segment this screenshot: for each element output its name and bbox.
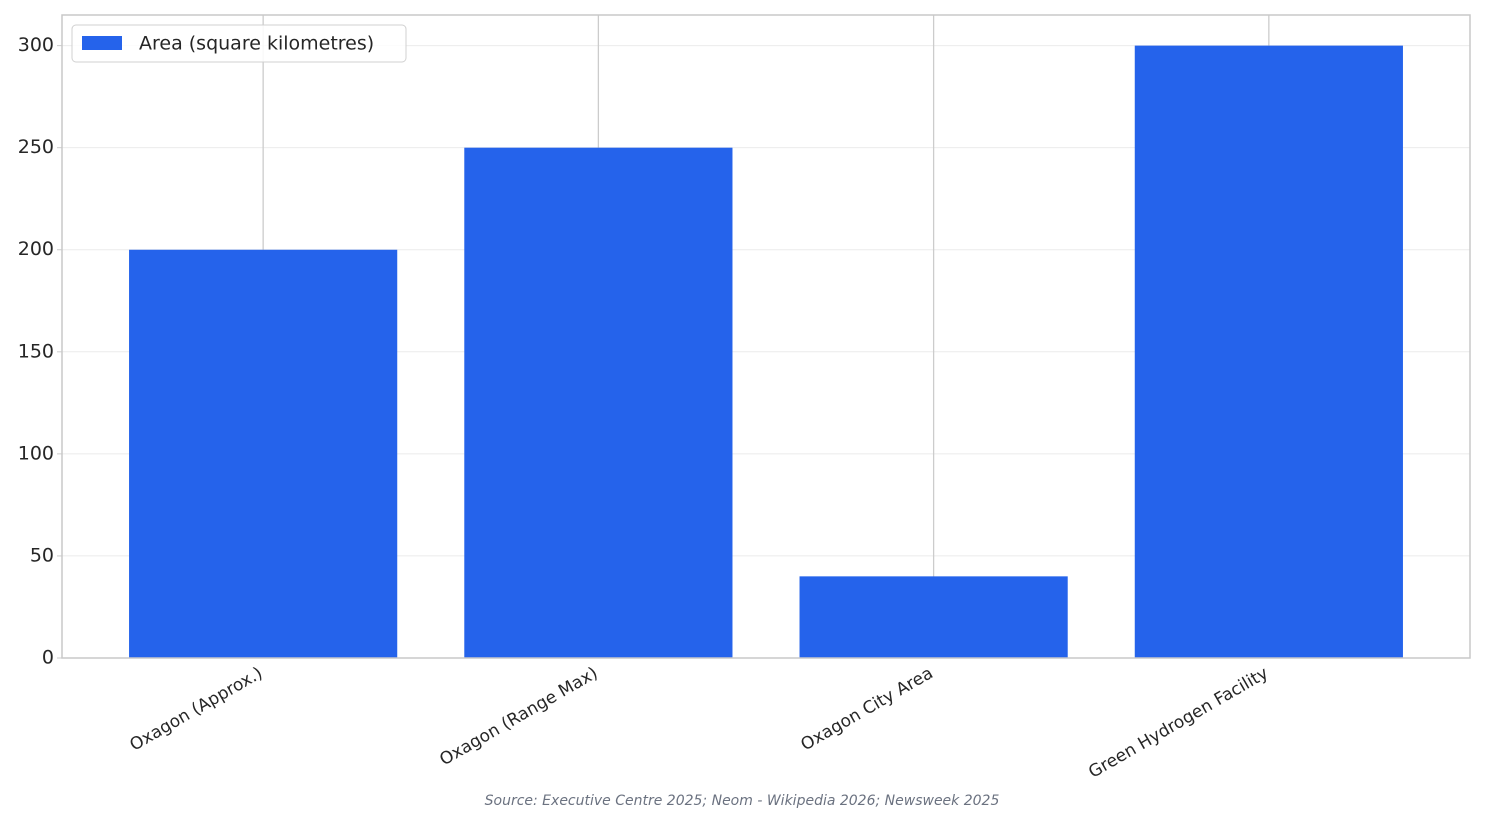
bar — [799, 576, 1068, 658]
y-tick-label: 250 — [18, 136, 54, 158]
x-tick-label: Green Hydrogen Facility — [1085, 663, 1272, 782]
legend-swatch — [82, 36, 122, 50]
y-tick-label: 200 — [18, 238, 54, 260]
x-tick-label: Oxagon (Approx.) — [127, 663, 267, 755]
y-tick-label: 50 — [30, 544, 54, 566]
x-tick-label: Oxagon City Area — [798, 663, 937, 755]
plot-frame — [61, 14, 1471, 659]
y-tick-label: 150 — [18, 340, 54, 362]
source-note: Source: Executive Centre 2025; Neom - Wi… — [485, 793, 1000, 809]
y-tick-label: 300 — [18, 34, 54, 56]
bar — [129, 249, 398, 658]
x-tick-label: Oxagon (Range Max) — [436, 663, 601, 770]
y-tick-label: 0 — [42, 647, 54, 669]
bar — [464, 147, 733, 658]
legend: Area (square kilometres) — [71, 24, 407, 63]
legend-box — [71, 24, 407, 63]
y-tick-label: 100 — [18, 442, 54, 464]
bar — [1134, 45, 1403, 659]
legend-label: Area (square kilometres) — [139, 33, 374, 55]
